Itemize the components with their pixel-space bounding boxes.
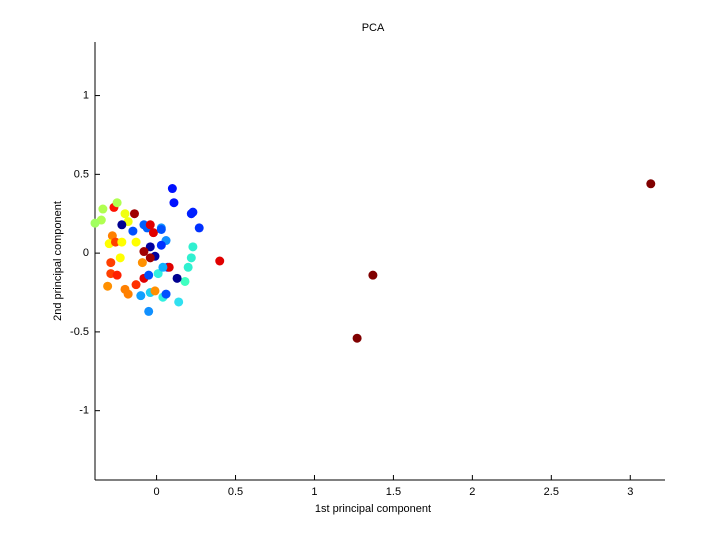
point (111, 237, 121, 247)
point (139, 220, 149, 230)
y-tick-label: 1 (83, 89, 89, 101)
point (145, 253, 155, 263)
point (167, 184, 177, 194)
point (156, 224, 166, 234)
y-axis-label: 2nd principal component (52, 201, 64, 321)
y-tick-label: 0 (83, 247, 89, 259)
point (148, 228, 158, 238)
y-tick-label: 0.5 (74, 168, 89, 180)
point (145, 220, 155, 230)
point (161, 289, 171, 299)
point (150, 286, 160, 296)
point (188, 242, 198, 252)
x-tick-label: 1.5 (386, 486, 401, 498)
point (106, 258, 116, 268)
point (186, 253, 196, 263)
point (215, 256, 225, 266)
y-tick-label: -0.5 (70, 326, 89, 338)
chart-title: PCA (362, 22, 385, 34)
point (174, 297, 184, 307)
point (139, 247, 149, 257)
point (368, 270, 378, 280)
point (164, 262, 174, 272)
point (98, 204, 108, 214)
point (158, 262, 168, 272)
point (120, 209, 130, 219)
point (145, 242, 155, 252)
point (646, 179, 656, 189)
point (169, 198, 179, 208)
point (131, 280, 141, 290)
x-tick-label: 3 (627, 486, 633, 498)
point (352, 333, 362, 343)
x-tick-label: 0 (154, 486, 160, 498)
y-tick-label: -1 (79, 405, 89, 417)
point (144, 306, 154, 316)
x-tick-label: 1 (311, 486, 317, 498)
point (90, 218, 100, 228)
point (156, 240, 166, 250)
point (136, 291, 146, 301)
point (180, 276, 190, 286)
point (128, 226, 138, 236)
point (131, 237, 141, 247)
x-tick-label: 2.5 (544, 486, 559, 498)
point (144, 270, 154, 280)
point (117, 220, 127, 230)
point (115, 253, 125, 263)
point (172, 273, 182, 283)
point (183, 262, 193, 272)
x-axis-label: 1st principal component (315, 503, 431, 515)
point (186, 209, 196, 219)
point (123, 289, 133, 299)
point (129, 209, 139, 219)
point (112, 198, 122, 208)
point (117, 237, 127, 247)
point (137, 258, 147, 268)
point (112, 270, 122, 280)
point (194, 223, 204, 233)
point (103, 281, 113, 291)
point (153, 269, 163, 279)
x-tick-label: 0.5 (228, 486, 243, 498)
x-tick-label: 2 (469, 486, 475, 498)
